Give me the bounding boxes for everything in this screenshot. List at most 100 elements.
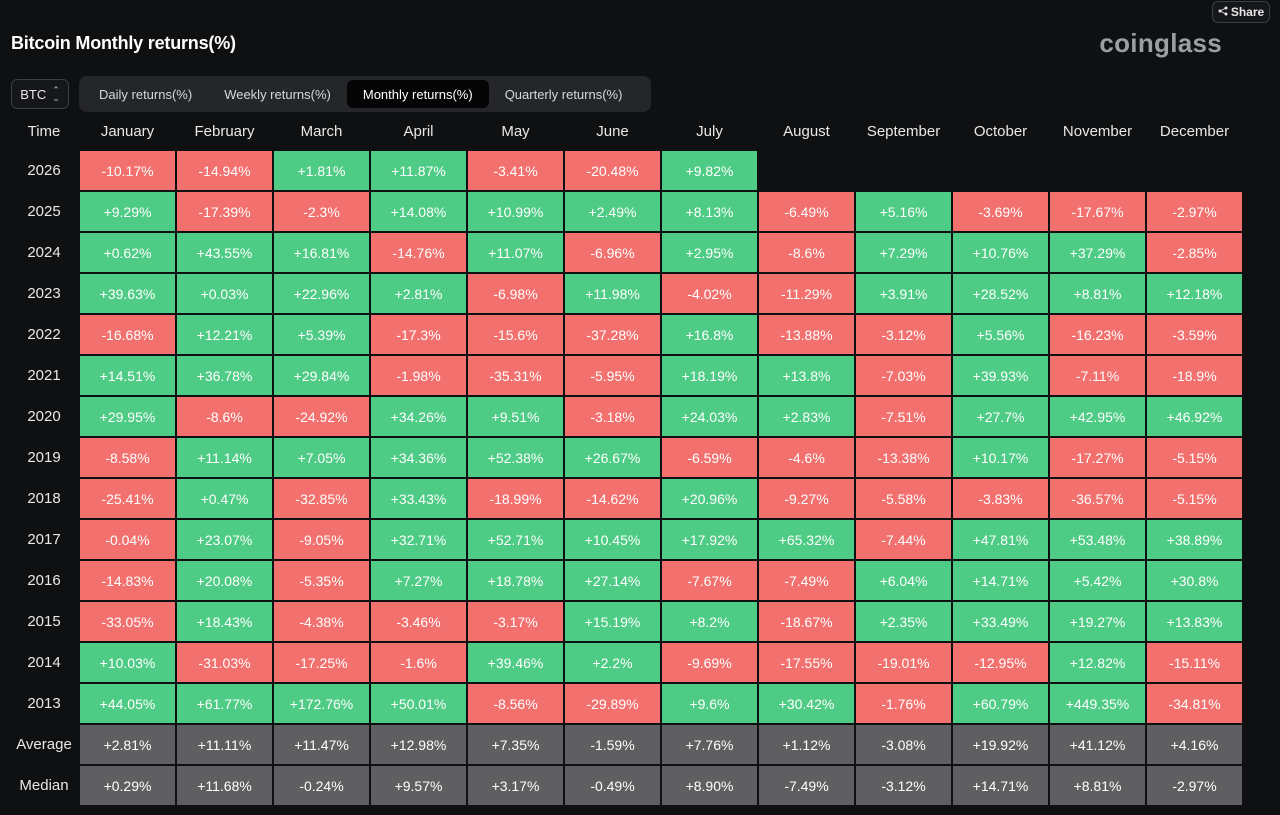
tab-weekly-returns[interactable]: Weekly returns(%) [224,86,331,102]
stat-label: Median [19,777,69,794]
return-cell: -3.59% [1147,315,1242,354]
return-cell: -2.85% [1147,233,1242,272]
stat-row: Average +2.81% +11.11% +11.47% +12.98% +7.35%… [10,725,1242,764]
return-cell: +18.19% [662,356,757,395]
return-cell: -29.89% [565,684,660,723]
stat-cell: +11.11% [177,725,272,764]
empty-cell [759,151,854,190]
return-cell: -15.11% [1147,643,1242,682]
column-header-june: June [596,123,629,140]
return-cell: +5.39% [274,315,369,354]
return-cell: +0.47% [177,479,272,518]
return-cell: +14.71% [953,561,1048,600]
return-cell: +2.81% [371,274,466,313]
return-cell: -17.39% [177,192,272,231]
year-row: 2016 -14.83% +20.08% -5.35% +7.27% +18.78% +27… [10,561,1242,600]
return-cell: -13.88% [759,315,854,354]
return-cell: +20.08% [177,561,272,600]
year-row: 2015 -33.05% +18.43% -4.38% -3.46% -3.17% +15.… [10,602,1242,641]
return-cell: +42.95% [1050,397,1145,436]
tab-monthly-returns[interactable]: Monthly returns(%) [346,80,489,108]
return-cell: -36.57% [1050,479,1145,518]
column-header-september: September [866,123,941,140]
year-label: 2016 [27,572,61,589]
share-label: Share [1230,5,1265,19]
return-cell: +18.78% [468,561,563,600]
return-cell: +7.29% [856,233,951,272]
year-label: 2019 [27,449,61,466]
return-cell: +2.2% [565,643,660,682]
return-cell: -33.05% [80,602,175,641]
return-cell: -8.6% [759,233,854,272]
return-cell: +65.32% [759,520,854,559]
return-cell: +34.36% [371,438,466,477]
return-cell: -2.97% [1147,192,1242,231]
return-cell: +11.07% [468,233,563,272]
return-cell: -5.35% [274,561,369,600]
return-cell: -20.48% [565,151,660,190]
return-cell: -16.68% [80,315,175,354]
return-cell: -6.96% [565,233,660,272]
stat-cell: +19.92% [953,725,1048,764]
return-cell: +11.98% [565,274,660,313]
return-cell: -18.67% [759,602,854,641]
return-cell: +9.29% [80,192,175,231]
return-cell: -6.49% [759,192,854,231]
year-row: 2026 -10.17% -14.94% +1.81% +11.87% -3.41% -20… [10,151,1242,190]
year-label: 2021 [27,367,61,384]
return-cell: +46.92% [1147,397,1242,436]
asset-select[interactable]: BTC ⌃ ⌄ [11,79,69,109]
return-cell: -5.15% [1147,479,1242,518]
tab-daily-returns[interactable]: Daily returns(%) [99,86,193,102]
return-cell: +20.96% [662,479,757,518]
return-cell: +61.77% [177,684,272,723]
return-cell: -7.03% [856,356,951,395]
return-cell: +18.43% [177,602,272,641]
stat-label: Average [16,736,72,753]
return-cell: +9.51% [468,397,563,436]
year-label: 2024 [27,244,61,261]
return-cell: +33.43% [371,479,466,518]
return-cell: +14.51% [80,356,175,395]
return-cell: +14.08% [371,192,466,231]
return-cell: +38.89% [1147,520,1242,559]
return-cell: +30.42% [759,684,854,723]
return-cell: -15.6% [468,315,563,354]
returns-tabs: Daily returns(%) Weekly returns(%) Month… [79,76,651,112]
return-cell: -8.58% [80,438,175,477]
return-cell: +29.84% [274,356,369,395]
share-button[interactable]: Share [1212,1,1270,23]
return-cell: +32.71% [371,520,466,559]
column-header-time: Time [27,123,61,140]
return-cell: -17.55% [759,643,854,682]
stat-cell: -0.49% [565,766,660,805]
year-row: 2020 +29.95% -8.6% -24.92% +34.26% +9.51% -3.1… [10,397,1242,436]
stat-cell: -2.97% [1147,766,1242,805]
return-cell: -1.76% [856,684,951,723]
year-label: 2017 [27,531,61,548]
return-cell: -1.6% [371,643,466,682]
stat-cell: +8.81% [1050,766,1145,805]
return-cell: -18.99% [468,479,563,518]
year-label: 2020 [27,408,61,425]
year-row: 2017 -0.04% +23.07% -9.05% +32.71% +52.71% +10… [10,520,1242,559]
empty-cell [1050,151,1145,190]
return-cell: +36.78% [177,356,272,395]
return-cell: -3.17% [468,602,563,641]
return-cell: -8.56% [468,684,563,723]
stat-row: Median +0.29% +11.68% -0.24% +9.57% +3.17% -0.… [10,766,1242,805]
tab-quarterly-returns[interactable]: Quarterly returns(%) [504,86,623,102]
return-cell: +10.03% [80,643,175,682]
return-cell: +15.19% [565,602,660,641]
stat-cell: -7.49% [759,766,854,805]
stat-cell: +0.29% [80,766,175,805]
return-cell: +22.96% [274,274,369,313]
return-cell: +2.49% [565,192,660,231]
return-cell: -4.02% [662,274,757,313]
return-cell: -17.27% [1050,438,1145,477]
return-cell: +449.35% [1050,684,1145,723]
return-cell: +10.45% [565,520,660,559]
year-row: 2014 +10.03% -31.03% -17.25% -1.6% +39.46% +2.… [10,643,1242,682]
return-cell: +1.81% [274,151,369,190]
stat-cell: -3.12% [856,766,951,805]
